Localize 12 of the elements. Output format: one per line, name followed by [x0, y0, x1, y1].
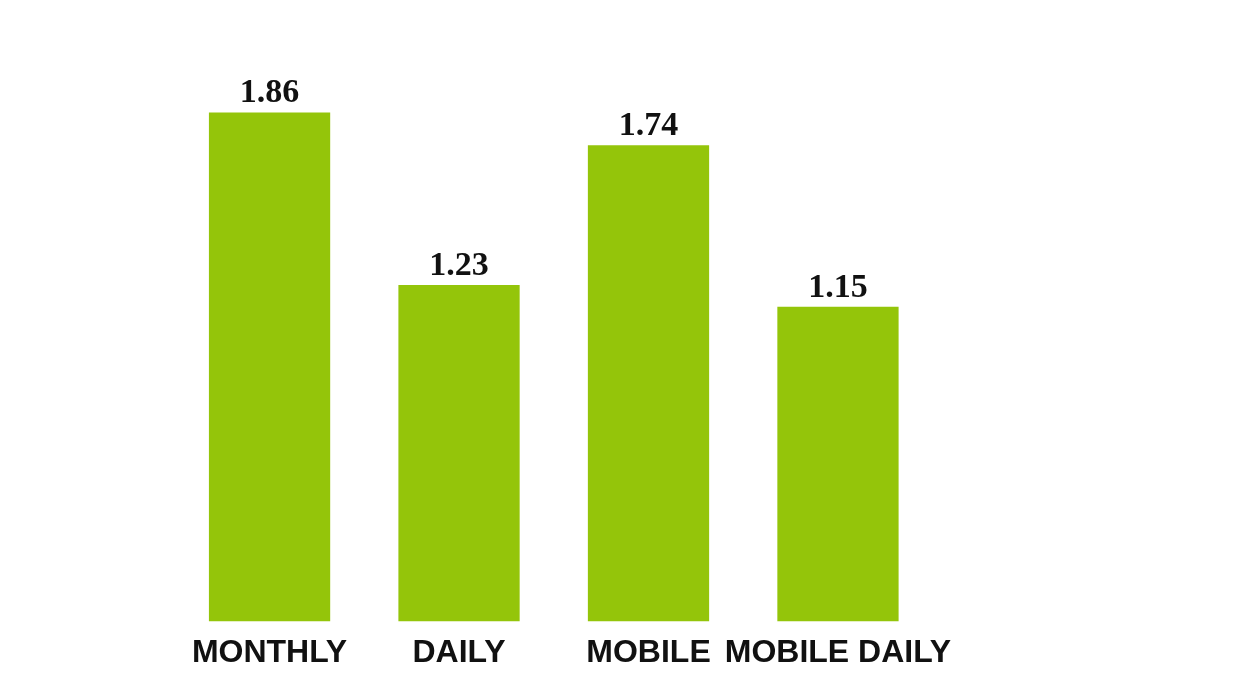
- data-label: 1.23: [429, 244, 489, 282]
- bar: [587, 145, 710, 622]
- data-label: 1.15: [808, 266, 868, 304]
- bar: [398, 284, 520, 622]
- bar: [208, 112, 331, 622]
- x-tick-label: DAILY: [412, 632, 506, 669]
- x-tick-label: MOBILE: [586, 632, 711, 669]
- x-tick-label: MOBILE DAILY: [724, 632, 952, 669]
- bar: [777, 306, 899, 622]
- data-label: 1.86: [239, 72, 300, 110]
- x-tick-label: MONTHLY: [191, 632, 348, 669]
- data-label: 1.74: [618, 105, 679, 143]
